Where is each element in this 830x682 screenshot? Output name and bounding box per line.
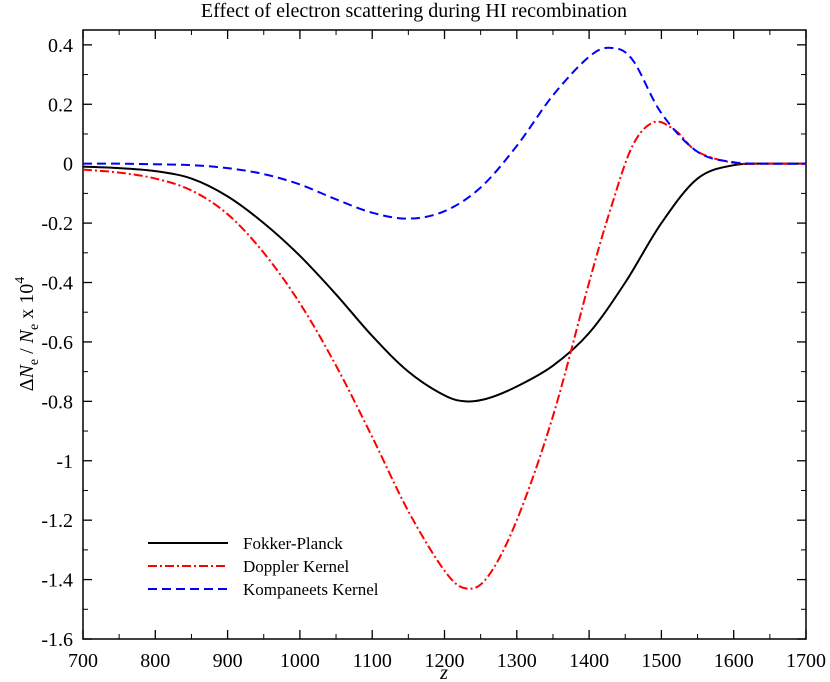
x-tick-label: 700 — [68, 650, 98, 672]
x-axis-label: z — [439, 662, 448, 682]
y-axis-label-n1: N — [16, 363, 38, 379]
y-tick-label: -0.6 — [41, 332, 73, 354]
y-tick-labels: -1.6 -1.4 -1.2 -1 -0.8 -0.6 -0.4 -0.2 0 0.2 0.4 — [41, 35, 73, 651]
y-tick-label: -0.8 — [41, 391, 73, 413]
series-lines — [82, 46, 807, 590]
legend-label-fokker-planck: Fokker-Planck — [243, 534, 343, 553]
y-tick-label: 0.2 — [48, 94, 73, 116]
legend-label-doppler-kernel: Doppler Kernel — [243, 557, 349, 576]
y-tick-label: -0.4 — [41, 273, 73, 295]
plot-frame — [82, 29, 807, 640]
x-tick-label: 1500 — [641, 650, 681, 672]
x-tick-label: 900 — [213, 650, 243, 672]
x-tick-label: 1600 — [714, 650, 754, 672]
y-axis-label-delta: Δ — [16, 378, 38, 391]
legend: Fokker-Planck Doppler Kernel Kompaneets … — [148, 534, 379, 599]
y-tick-label: -1.4 — [41, 570, 73, 592]
x-tick-label: 800 — [140, 650, 170, 672]
y-tick-label: -1.2 — [41, 510, 73, 532]
y-tick-label: 0 — [63, 154, 73, 176]
x-tick-label: 1100 — [353, 650, 392, 672]
x-tick-label: 1700 — [786, 650, 826, 672]
legend-label-kompaneets-kernel: Kompaneets Kernel — [243, 580, 379, 599]
x-tick-label: 1400 — [569, 650, 609, 672]
chart-title: Effect of electron scattering during HI … — [201, 0, 627, 22]
series-line-doppler-kernel — [82, 120, 807, 590]
x-tick-label: 1300 — [497, 650, 537, 672]
axis-ticks — [82, 30, 807, 640]
x-tick-labels: 700 800 900 1000 1100 1200 1300 1400 1500 1600 170… — [68, 650, 826, 672]
y-tick-label: -1 — [56, 451, 73, 473]
y-tick-label: 0.4 — [48, 35, 73, 57]
series-line-kompaneets-kernel — [82, 46, 807, 220]
y-axis-label-n2: N — [16, 328, 38, 344]
y-axis-label-times: x 10 — [16, 284, 38, 324]
x-tick-label: 1000 — [280, 650, 320, 672]
y-axis-label: ΔNe / Ne x 104 — [13, 277, 42, 392]
y-axis-label-sub2: e — [27, 324, 42, 330]
y-tick-label: -1.6 — [41, 629, 73, 651]
x-tick-label: 1200 — [425, 650, 465, 672]
series-line-fokker-planck — [82, 162, 807, 403]
y-axis-label-sub1: e — [27, 359, 42, 365]
y-tick-label: -0.2 — [41, 213, 73, 235]
y-axis-label-slash: / — [16, 343, 38, 359]
y-axis-label-exp: 4 — [13, 277, 28, 284]
